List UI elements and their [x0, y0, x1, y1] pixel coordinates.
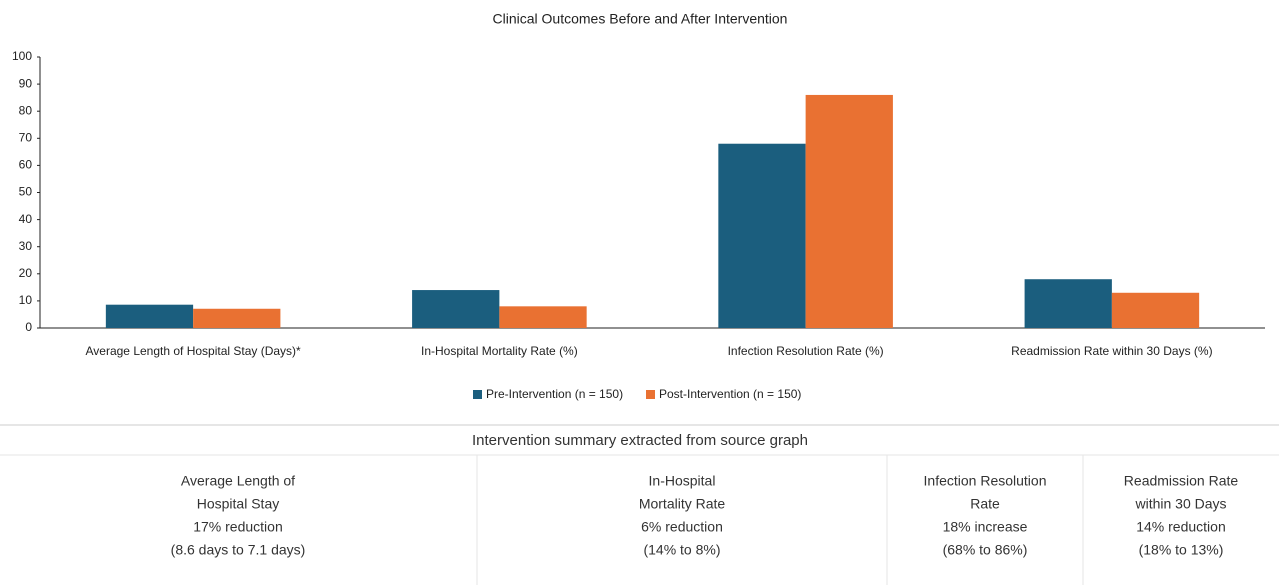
bar	[1024, 279, 1112, 328]
y-tick-label: 20	[19, 266, 33, 280]
y-tick-label: 30	[19, 239, 33, 253]
y-tick-label: 50	[19, 185, 33, 199]
table-cell-text: In-Hospital	[649, 473, 716, 489]
table-cell-text: Mortality Rate	[639, 496, 726, 512]
table-cell-text: (18% to 13%)	[1139, 542, 1224, 558]
table-cell-text: (68% to 86%)	[943, 542, 1028, 558]
table-cell-text: (8.6 days to 7.1 days)	[171, 542, 306, 558]
y-tick-label: 80	[19, 103, 33, 117]
table-cell-text: (14% to 8%)	[643, 542, 720, 558]
y-tick-label: 60	[19, 158, 33, 172]
table-cell-text: Infection Resolution	[924, 473, 1047, 489]
table-title: Intervention summary extracted from sour…	[472, 432, 808, 449]
table-cell-text: Hospital Stay	[197, 496, 279, 512]
y-tick-label: 100	[12, 49, 32, 63]
bar	[1111, 292, 1200, 328]
y-tick-label: 90	[19, 76, 33, 90]
table-cell-text: within 30 Days	[1134, 496, 1226, 512]
x-tick-label: In-Hospital Mortality Rate (%)	[421, 344, 578, 358]
legend-label: Post-Intervention (n = 150)	[659, 387, 801, 401]
y-tick-label: 40	[19, 212, 33, 226]
bar	[718, 143, 806, 328]
summary-table: Intervention summary extracted from sour…	[171, 432, 1239, 558]
bar	[105, 304, 194, 328]
legend-label: Pre-Intervention (n = 150)	[486, 387, 623, 401]
legend-swatch	[473, 390, 482, 399]
y-tick-label: 70	[19, 130, 33, 144]
bar	[805, 94, 893, 328]
table-cell-text: 18% increase	[943, 519, 1028, 535]
x-tick-label: Average Length of Hospital Stay (Days)*	[86, 344, 302, 358]
chart-title: Clinical Outcomes Before and After Inter…	[493, 11, 788, 27]
table-cell-text: 14% reduction	[1136, 519, 1226, 535]
bar	[499, 306, 587, 328]
x-tick-label: Readmission Rate within 30 Days (%)	[1011, 344, 1212, 358]
bar	[193, 308, 281, 328]
table-cell-text: Rate	[970, 496, 1000, 512]
table-cell-text: Readmission Rate	[1124, 473, 1239, 489]
y-tick-label: 10	[19, 293, 33, 307]
y-tick-label: 0	[25, 320, 32, 334]
bar	[412, 290, 500, 328]
table-cell-text: 6% reduction	[641, 519, 723, 535]
table-cell-text: 17% reduction	[193, 519, 283, 535]
x-tick-label: Infection Resolution Rate (%)	[728, 344, 884, 358]
table-cell-text: Average Length of	[181, 473, 295, 489]
legend-swatch	[646, 390, 655, 399]
